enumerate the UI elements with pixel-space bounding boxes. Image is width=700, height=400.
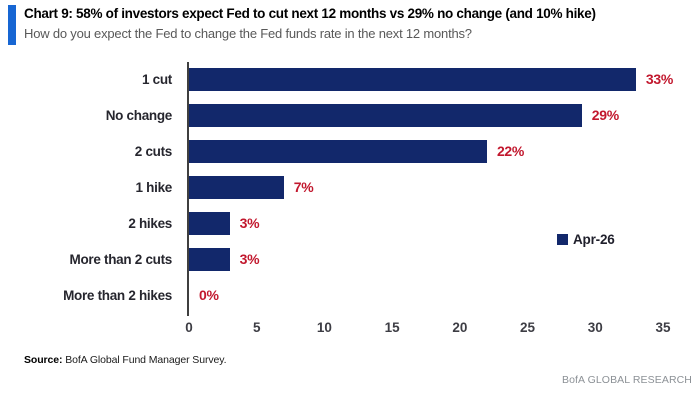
bar: [189, 247, 230, 271]
bar-row: 0%: [189, 277, 663, 313]
value-label: 0%: [199, 286, 219, 303]
bar: [189, 68, 636, 92]
category-label: 1 cut: [141, 72, 172, 88]
bar-row: 3%: [189, 205, 663, 241]
x-tick-label: 25: [520, 320, 536, 335]
category-axis-line: [187, 62, 189, 316]
category-label: 2 cuts: [134, 144, 173, 160]
category-label: More than 2 cuts: [69, 251, 173, 267]
title-accent-bar: [8, 5, 16, 45]
source-note: Source: BofA Global Fund Manager Survey.: [24, 354, 227, 366]
category-label: 2 hikes: [128, 215, 172, 231]
x-tick-label: 15: [384, 320, 400, 335]
category-label: 1 hike: [135, 180, 173, 195]
value-label: 3%: [239, 250, 260, 267]
bar: [189, 140, 487, 164]
source-text: BofA Global Fund Manager Survey.: [62, 354, 227, 366]
bar-plot-area: 33% 29% 22% 7% 3% 3% 0%: [189, 62, 673, 313]
x-tick-label: 35: [655, 320, 671, 335]
chart-title: Chart 9: 58% of investors expect Fed to …: [24, 6, 596, 21]
category-label: No change: [105, 108, 173, 124]
bar: [189, 175, 284, 199]
bar-row: 33%: [189, 62, 673, 98]
x-tick-label: 5: [252, 320, 261, 335]
legend-label: Apr-26: [573, 232, 615, 247]
bar-row: 7%: [189, 170, 663, 206]
value-label: 33%: [645, 71, 674, 88]
value-label: 3%: [239, 214, 260, 231]
brand-mark: BofA GLOBAL RESEARCH: [562, 374, 692, 386]
bar-row: 22%: [189, 134, 663, 170]
category-axis-labels: 1 cut No change 2 cuts 1 hike 2 hikes More th…: [0, 62, 172, 313]
bar-row: 3%: [189, 241, 663, 277]
bar: [189, 104, 582, 128]
x-tick-label: 30: [587, 320, 603, 335]
source-label: Source:: [24, 354, 63, 366]
bar: [189, 211, 230, 235]
category-label: More than 2 hikes: [63, 287, 172, 303]
value-label: 7%: [293, 178, 314, 195]
x-tick-label: 0: [185, 320, 193, 335]
x-tick-label: 20: [452, 320, 468, 335]
value-label: 22%: [496, 143, 525, 160]
legend-swatch: [557, 234, 568, 245]
bar-row: 29%: [189, 98, 663, 134]
chart-subtitle: How do you expect the Fed to change the …: [24, 26, 472, 41]
legend: Apr-26: [557, 232, 615, 247]
value-axis-tick-labels: 0 5 10 15 20 25 30 35: [185, 320, 670, 338]
value-label: 29%: [591, 107, 619, 124]
x-tick-label: 10: [316, 320, 332, 335]
